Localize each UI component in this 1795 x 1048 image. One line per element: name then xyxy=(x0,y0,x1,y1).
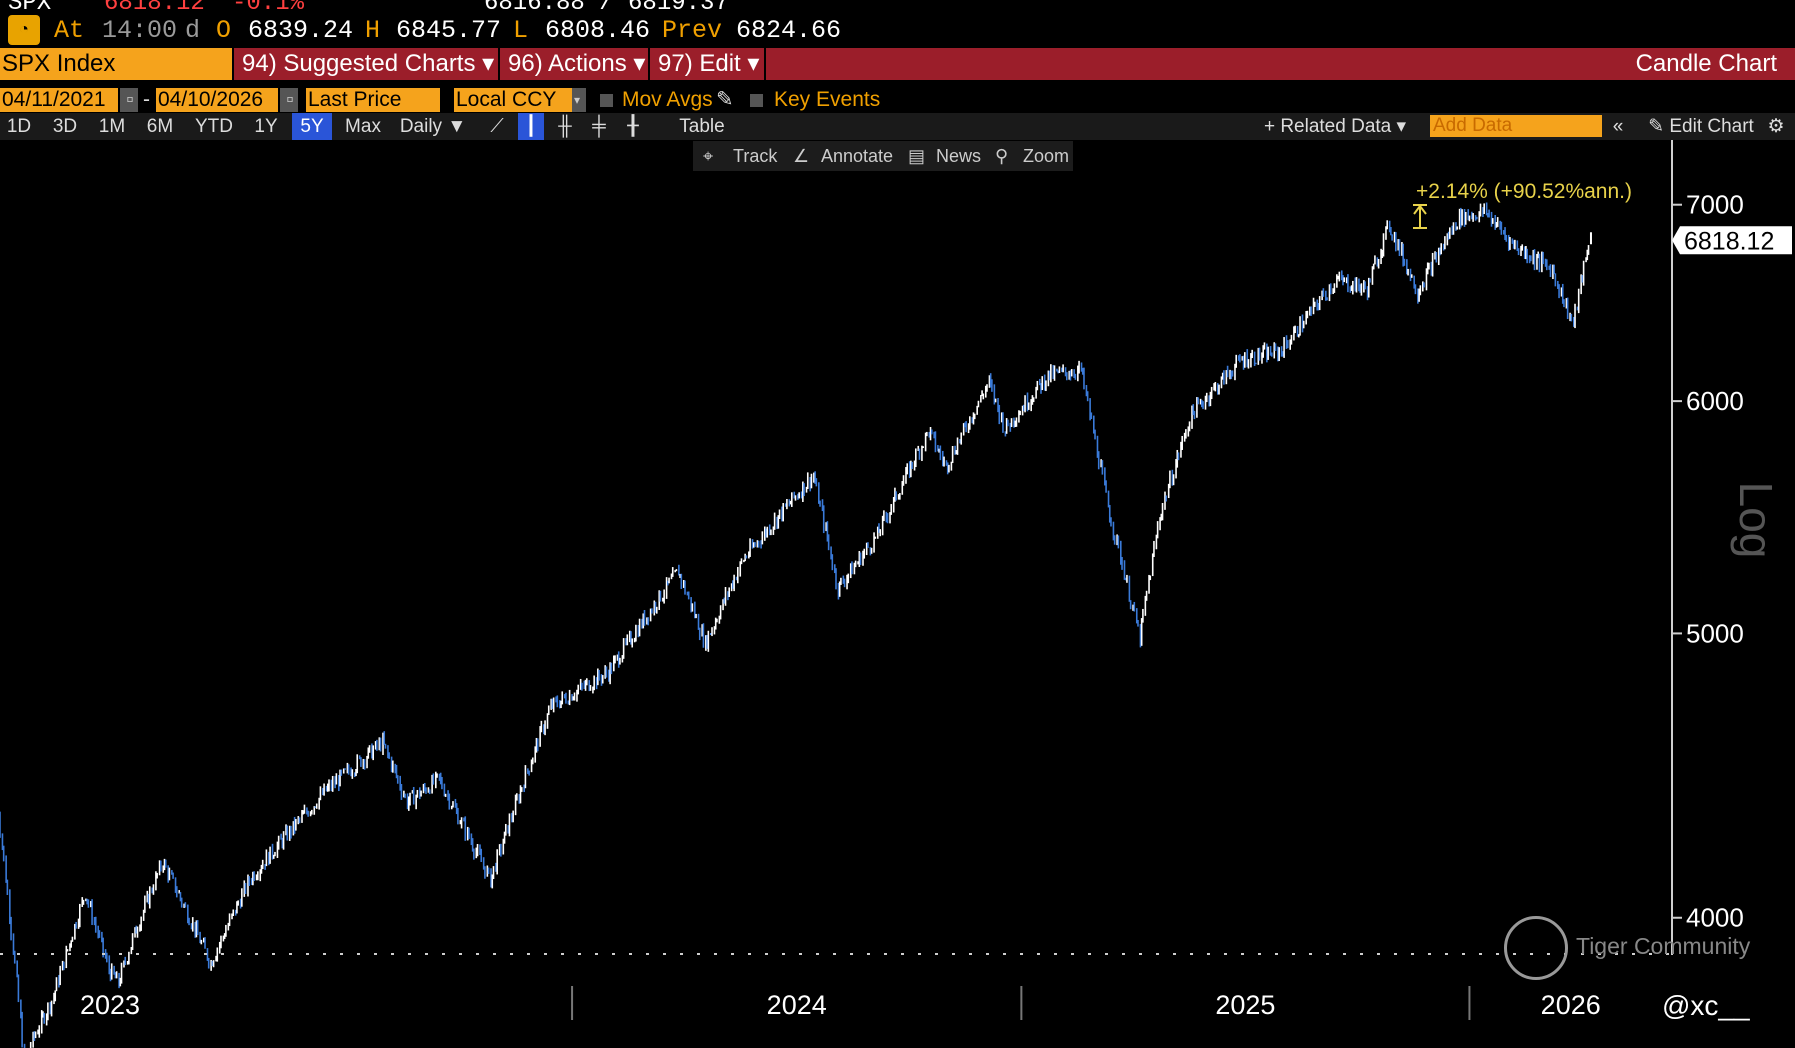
prev-label: Prev xyxy=(662,16,723,45)
gauge-icon[interactable]: ◔ xyxy=(8,15,40,45)
menu-bar: SPX Index 94) Suggested Charts ▾ 96) Act… xyxy=(0,48,1795,80)
high-label: H xyxy=(365,16,381,45)
gear-icon[interactable]: ⚙ xyxy=(1767,116,1785,137)
news-button[interactable]: News xyxy=(936,146,982,166)
edit-menu[interactable]: 97) Edit ▾ xyxy=(658,50,760,77)
cut-ticker: SPX xyxy=(8,0,52,17)
x-tick-label: 2025 xyxy=(1215,990,1275,1020)
zoom-button[interactable]: Zoom xyxy=(1023,146,1070,166)
track-button[interactable]: Track xyxy=(733,146,778,166)
key-events-label: Key Events xyxy=(774,88,881,111)
at-label: At xyxy=(54,16,85,45)
range-1m[interactable]: 1M xyxy=(98,116,126,137)
low-label: L xyxy=(513,16,529,45)
candle-chart-icon[interactable]: ┃ xyxy=(518,113,544,140)
price-field[interactable]: Last Price xyxy=(306,88,440,112)
crosshair-icon[interactable]: ⌖ xyxy=(703,146,714,166)
chart-toolbar: 1D 3D 1M 6M YTD 1Y 5Y Max Daily ▼ ⟋ ┃ ╫ … xyxy=(0,113,1795,140)
cut-change: -0.1% xyxy=(232,0,305,17)
high-value: 6845.77 xyxy=(396,16,502,45)
hlc-chart-icon[interactable]: ╂ xyxy=(627,116,639,137)
last-price-label: 6818.12 xyxy=(1684,227,1774,255)
range-ytd[interactable]: YTD xyxy=(195,116,233,137)
chart-type-label[interactable]: Candle Chart xyxy=(1635,50,1777,77)
mov-avgs-checkbox[interactable] xyxy=(600,94,613,107)
y-tick-label: 4000 xyxy=(1686,903,1744,933)
d-label: d xyxy=(185,16,201,45)
menu-divider xyxy=(764,48,766,80)
x-tick-label: 2023 xyxy=(80,990,140,1020)
cut-last-price: 6818.12 xyxy=(104,0,205,17)
security-ticker-field[interactable]: SPX Index xyxy=(0,48,232,80)
chart-tools-bar: ⌖ Track ∠ Annotate ▤ News ⚲ Zoom xyxy=(693,141,1073,171)
range-3d[interactable]: 3D xyxy=(52,116,78,137)
quote-row: ◔ At 14:00 d O 6839.24 H 6845.77 L 6808.… xyxy=(0,14,1795,50)
mov-avgs-label: Mov Avgs xyxy=(622,88,713,111)
start-date-field[interactable]: 04/11/2021 xyxy=(0,88,118,112)
quote-time: 14:00 xyxy=(102,16,178,45)
actions-menu[interactable]: 96) Actions ▾ xyxy=(508,50,646,77)
currency-field[interactable]: Local CCY xyxy=(454,88,572,112)
zoom-icon[interactable]: ⚲ xyxy=(995,146,1009,166)
watermark-handle: @xc__ xyxy=(1662,990,1750,1021)
menu-divider xyxy=(498,48,500,80)
range-6m[interactable]: 6M xyxy=(146,116,174,137)
end-date-field[interactable]: 04/10/2026 xyxy=(156,88,278,112)
low-value: 6808.46 xyxy=(545,16,651,45)
edit-chart-label: Edit Chart xyxy=(1669,116,1754,137)
annotate-button[interactable]: Annotate xyxy=(821,146,894,166)
tiger-logo-icon xyxy=(1504,916,1568,980)
related-data-menu[interactable]: + Related Data ▾ xyxy=(1263,116,1407,137)
range-max[interactable]: Max xyxy=(345,116,381,137)
y-tick-label: 6000 xyxy=(1686,386,1744,416)
header-cut-row: SPX 6818.12 -0.1% 6816.88 / 6819.37 xyxy=(0,0,1795,17)
y-tick-label: 7000 xyxy=(1686,190,1744,220)
x-tick-label: 2026 xyxy=(1541,990,1601,1020)
date-dash: - xyxy=(143,88,150,111)
pencil-icon[interactable]: ✎ xyxy=(716,88,734,111)
news-icon[interactable]: ▤ xyxy=(908,146,926,166)
ohlc-chart-icon[interactable]: ╪ xyxy=(592,116,606,137)
change-annotation: +2.14% (+90.52%ann.) xyxy=(1416,180,1632,203)
collapse-icon[interactable]: « xyxy=(1612,116,1624,137)
edit-chart-button[interactable]: ✎ Edit Chart xyxy=(1648,116,1754,137)
line-chart-icon[interactable]: ⟋ xyxy=(490,116,504,137)
calendar-icon[interactable]: ▫ xyxy=(120,88,138,112)
chevron-down-icon[interactable]: ▾ xyxy=(572,88,586,112)
range-1y[interactable]: 1Y xyxy=(254,116,278,137)
table-button[interactable]: Table xyxy=(679,116,725,137)
calendar-icon[interactable]: ▫ xyxy=(280,88,298,112)
annotate-pen-icon[interactable]: ∠ xyxy=(793,146,810,166)
prev-value: 6824.66 xyxy=(736,16,842,45)
bar-chart-icon[interactable]: ╫ xyxy=(558,116,572,137)
y-tick-label: 5000 xyxy=(1686,618,1744,648)
range-5y[interactable]: 5Y xyxy=(292,113,332,140)
date-settings-row: 04/11/2021 ▫ - 04/10/2026 ▫ Last Price L… xyxy=(0,88,1795,114)
menu-divider xyxy=(232,48,234,80)
menu-divider xyxy=(648,48,650,80)
frequency-dropdown[interactable]: Daily ▼ xyxy=(399,116,467,137)
x-tick-label: 2024 xyxy=(767,990,827,1020)
open-value: 6839.24 xyxy=(248,16,354,45)
open-label: O xyxy=(216,16,232,45)
log-scale-label: Log xyxy=(1730,482,1782,559)
key-events-checkbox[interactable] xyxy=(750,94,763,107)
add-data-input[interactable]: Add Data xyxy=(1430,115,1602,137)
cut-bid-ask: 6816.88 / 6819.37 xyxy=(484,0,729,17)
suggested-charts-menu[interactable]: 94) Suggested Charts ▾ xyxy=(242,50,495,77)
measure-arrow xyxy=(1413,204,1427,215)
last-price-tag xyxy=(1672,226,1792,255)
watermark-community: Tiger Community xyxy=(1576,933,1751,959)
range-1d[interactable]: 1D xyxy=(6,116,32,137)
